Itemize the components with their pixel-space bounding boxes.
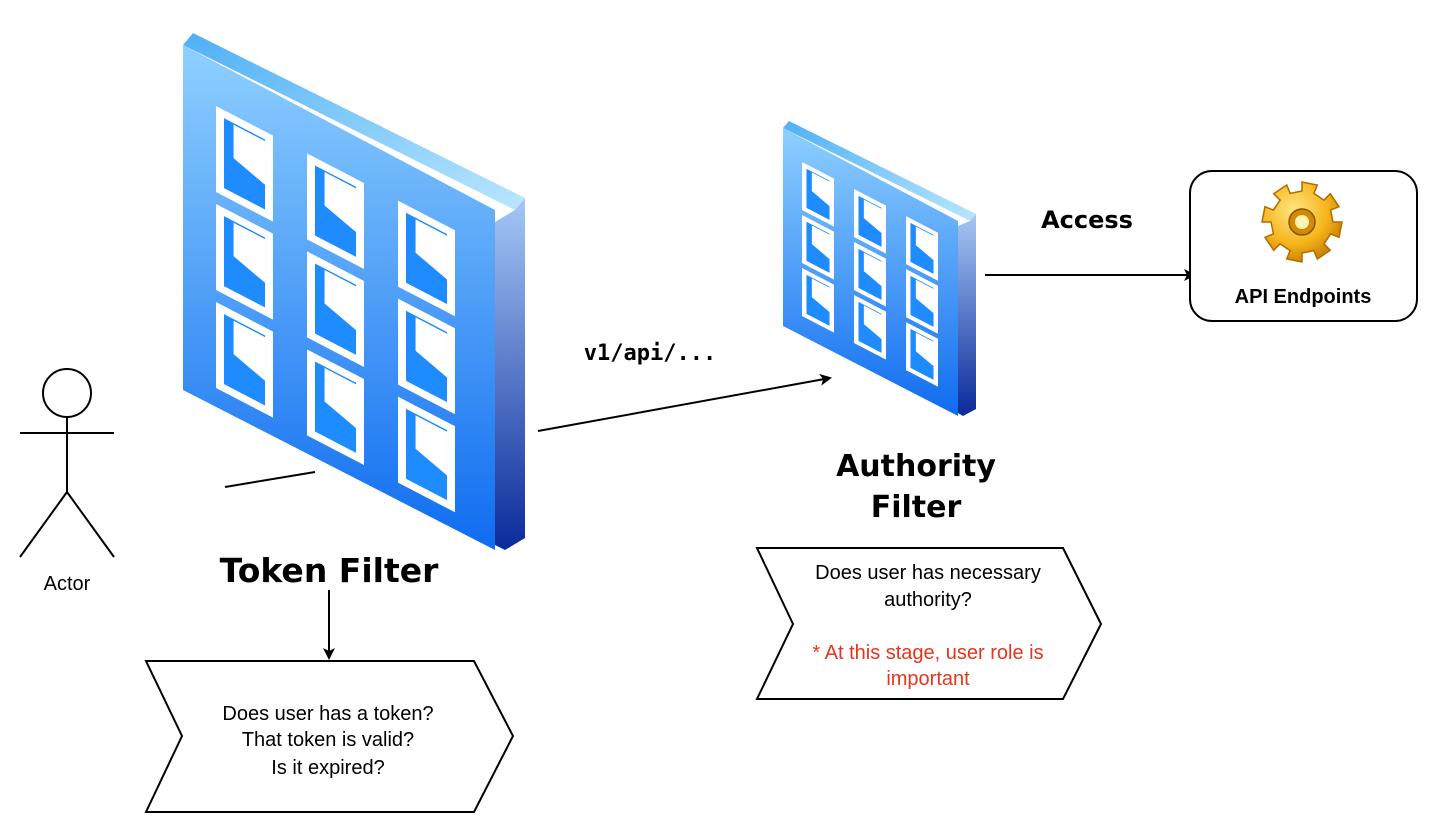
actor-connector <box>224 471 316 488</box>
api-endpoints-label: API Endpoints <box>1235 286 1372 308</box>
authority-warning-line-2: important <box>886 668 970 690</box>
actor-label: Actor <box>44 573 91 595</box>
token-filter-note: Does user has a token? That token is val… <box>144 660 515 813</box>
authority-filter-firewall[interactable] <box>783 121 976 416</box>
access-label: Access <box>1041 206 1133 234</box>
request-arrow <box>537 373 832 432</box>
api-endpoints-box[interactable]: API Endpoints <box>1189 170 1418 322</box>
stick-figure-icon <box>19 368 115 558</box>
token-filter-title: Token Filter <box>220 551 440 590</box>
actor-figure: Actor <box>19 368 115 595</box>
gear-icon <box>1261 181 1343 263</box>
token-note-line-3: Is it expired? <box>271 757 384 779</box>
request-path-label: v1/api/... <box>584 341 716 366</box>
authority-note-line-1: Does user has necessary <box>815 562 1041 584</box>
authority-note-line-2: authority? <box>884 589 972 611</box>
firewall-icon <box>783 121 976 416</box>
token-filter-firewall[interactable] <box>183 33 525 550</box>
authority-filter-title-line-2: Filter <box>871 490 962 525</box>
authority-filter-note: Does user has necessary authority? * At … <box>755 547 1103 700</box>
firewall-icon <box>183 33 525 550</box>
token-note-line-2: That token is valid? <box>242 729 414 751</box>
token-note-line-1: Does user has a token? <box>222 703 433 725</box>
authority-filter-title-line-1: Authority <box>836 449 996 484</box>
authority-warning-line-1: * At this stage, user role is <box>812 642 1043 664</box>
